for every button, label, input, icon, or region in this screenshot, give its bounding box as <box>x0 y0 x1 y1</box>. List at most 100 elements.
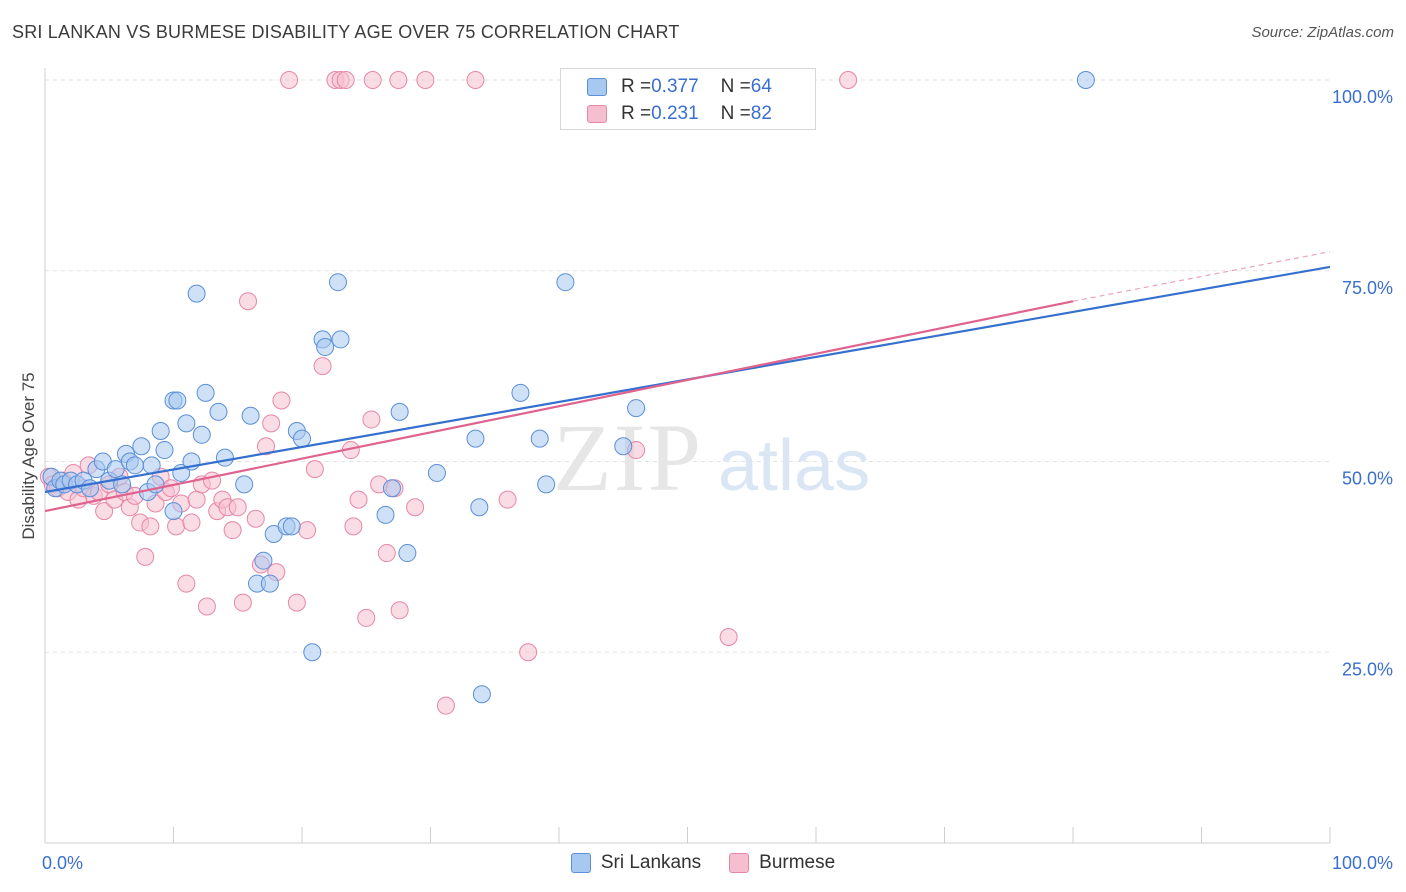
point-burmese <box>519 643 538 662</box>
point-sri-lankans <box>511 383 530 402</box>
y-axis-title: Disability Age Over 75 <box>19 372 38 539</box>
point-sri-lankans <box>390 402 409 421</box>
point-burmese <box>498 490 517 509</box>
legend-r-label: R = <box>621 103 652 124</box>
point-sri-lankans <box>132 437 151 456</box>
point-burmese <box>272 391 291 410</box>
series-sri-lankans <box>42 71 1095 704</box>
legend-r-value: 0.377 <box>651 76 699 97</box>
point-burmese <box>313 357 332 376</box>
point-burmese <box>305 460 324 479</box>
point-burmese <box>167 517 186 536</box>
x-tick-label: 0.0% <box>42 853 83 873</box>
point-sri-lankans <box>331 330 350 349</box>
point-sri-lankans <box>187 284 206 303</box>
point-sri-lankans <box>192 425 211 444</box>
point-burmese <box>344 517 363 536</box>
point-sri-lankans <box>215 448 234 467</box>
legend-row-sri-lankans: R = 0.377 N = 64 <box>587 75 772 99</box>
stats-legend: R = 0.377 N = 64 R = 0.231 N = 82 <box>560 68 816 130</box>
point-sri-lankans <box>164 502 183 521</box>
point-burmese <box>362 410 381 429</box>
point-sri-lankans <box>151 421 170 440</box>
watermark: ZIP atlas <box>553 404 870 511</box>
point-sri-lankans <box>125 456 144 475</box>
source-credit: Source: ZipAtlas.com <box>1251 24 1394 41</box>
point-burmese <box>246 509 265 528</box>
point-sri-lankans <box>328 273 347 292</box>
legend-r-value: 0.231 <box>651 103 699 124</box>
point-sri-lankans <box>209 402 228 421</box>
legend-n-label: N = <box>720 103 751 124</box>
point-burmese <box>136 547 155 566</box>
point-sri-lankans <box>303 643 322 662</box>
legend-item-burmese[interactable]: Burmese <box>729 852 835 874</box>
y-tick-label: 100.0% <box>1332 87 1393 107</box>
point-sri-lankans <box>168 391 187 410</box>
point-burmese <box>257 437 276 456</box>
scatter-points <box>39 71 1095 715</box>
point-burmese <box>390 601 409 620</box>
x-tick-label: 100.0% <box>1332 853 1393 873</box>
legend-r-label: R = <box>621 76 652 97</box>
point-sri-lankans <box>155 441 174 460</box>
point-burmese <box>203 471 222 490</box>
point-sri-lankans <box>627 399 646 418</box>
point-burmese <box>141 517 160 536</box>
point-burmese <box>719 627 738 646</box>
point-sri-lankans <box>556 273 575 292</box>
legend-row-burmese: R = 0.231 N = 82 <box>587 102 772 126</box>
point-burmese <box>177 574 196 593</box>
point-sri-lankans <box>254 551 273 570</box>
chart-title: SRI LANKAN VS BURMESE DISABILITY AGE OVE… <box>12 22 680 42</box>
point-burmese <box>349 490 368 509</box>
point-sri-lankans <box>537 475 556 494</box>
point-sri-lankans <box>382 479 401 498</box>
point-burmese <box>416 71 435 89</box>
point-sri-lankans <box>470 498 489 517</box>
legend-swatch-pink <box>587 105 607 123</box>
swatch-sri-lankans <box>570 853 591 873</box>
legend-label-sri-lankans: Sri Lankans <box>600 852 702 873</box>
trend-line-burmese-extension <box>1072 251 1331 302</box>
point-sri-lankans <box>1076 71 1095 89</box>
point-sri-lankans <box>398 544 417 563</box>
axes <box>44 68 1331 844</box>
point-sri-lankans <box>235 475 254 494</box>
point-burmese <box>298 521 317 540</box>
y-tick-label: 75.0% <box>1342 278 1393 298</box>
point-sri-lankans <box>196 383 215 402</box>
point-burmese <box>161 479 180 498</box>
point-burmese <box>436 696 455 715</box>
point-burmese <box>466 71 485 89</box>
point-burmese <box>336 71 355 89</box>
point-sri-lankans <box>466 429 485 448</box>
legend-label-burmese: Burmese <box>759 852 836 873</box>
axis-labels: 100.0% 75.0% 50.0% 25.0% 0.0% 100.0% Disabilit… <box>19 87 1393 873</box>
trend-line-burmese <box>44 300 1074 513</box>
point-burmese <box>233 593 252 612</box>
point-sri-lankans <box>177 414 196 433</box>
point-sri-lankans <box>427 463 446 482</box>
point-burmese <box>187 490 206 509</box>
series-burmese <box>39 71 858 715</box>
legend-item-sri-lankans[interactable]: Sri Lankans <box>570 852 702 874</box>
point-sri-lankans <box>293 429 311 448</box>
point-burmese <box>363 71 382 89</box>
point-sri-lankans <box>241 406 260 425</box>
point-burmese <box>228 498 247 517</box>
series-legend: Sri Lankans Burmese <box>0 852 1406 874</box>
watermark-atlas: atlas <box>718 426 870 506</box>
point-sri-lankans <box>472 685 491 704</box>
watermark-zip: ZIP <box>553 404 703 511</box>
legend-swatch-blue <box>587 78 607 96</box>
gridlines <box>45 79 1330 653</box>
point-burmese <box>287 593 306 612</box>
point-sri-lankans <box>614 437 633 456</box>
point-burmese <box>95 502 114 521</box>
point-burmese <box>839 71 858 89</box>
point-burmese <box>406 498 425 517</box>
trend-lines <box>44 251 1331 513</box>
point-burmese <box>262 414 281 433</box>
point-burmese <box>389 71 408 89</box>
